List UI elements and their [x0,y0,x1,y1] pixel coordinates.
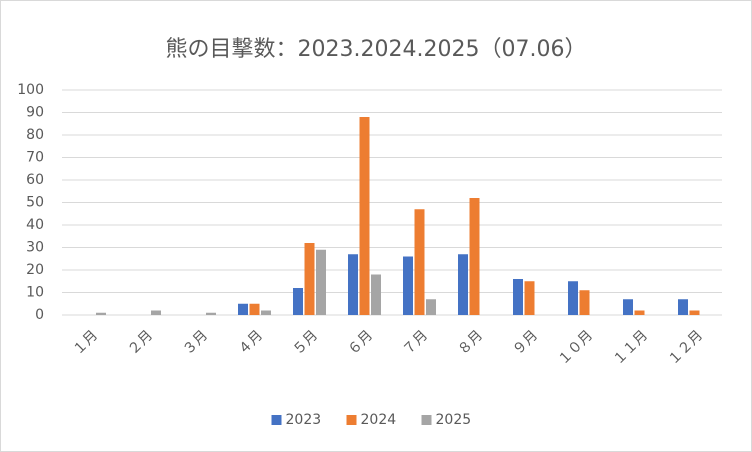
bar [634,310,645,315]
bar [689,310,700,315]
legend-label: 2023 [286,412,322,428]
chart-title: 熊の目撃数：2023.2024.2025（07.06） [166,37,587,62]
bar [524,281,535,315]
y-tick-label: 20 [26,262,44,278]
bar [469,198,480,315]
y-tick-label: 10 [26,285,44,301]
bar [316,249,326,315]
bar [426,299,436,315]
legend-label: 2024 [361,412,397,428]
y-tick-label: 80 [26,127,44,143]
legend-swatch [421,415,432,425]
bar [403,256,413,315]
bar [151,310,161,315]
bar [238,303,248,315]
bar [249,303,260,315]
legend-label: 2025 [436,412,472,428]
bar [568,281,578,315]
y-tick-label: 90 [26,105,44,121]
bar [293,288,303,315]
y-tick-label: 30 [26,240,44,256]
bar [261,310,271,315]
y-tick-label: 70 [26,150,44,166]
bar [371,274,381,315]
bar [304,243,315,315]
y-tick-label: 60 [26,172,44,188]
bar [579,290,590,315]
legend-swatch [346,415,357,425]
bar [96,312,106,315]
bar [458,254,468,315]
bar [623,299,633,315]
bar [678,299,688,315]
y-tick-label: 50 [26,195,44,211]
bar [359,117,370,315]
bar [513,279,523,315]
bar [348,254,358,315]
y-tick-label: 100 [17,82,44,98]
y-tick-label: 0 [35,307,44,323]
bar [206,312,216,315]
y-tick-label: 40 [26,217,44,233]
legend-swatch [271,415,282,425]
bar [414,209,425,315]
